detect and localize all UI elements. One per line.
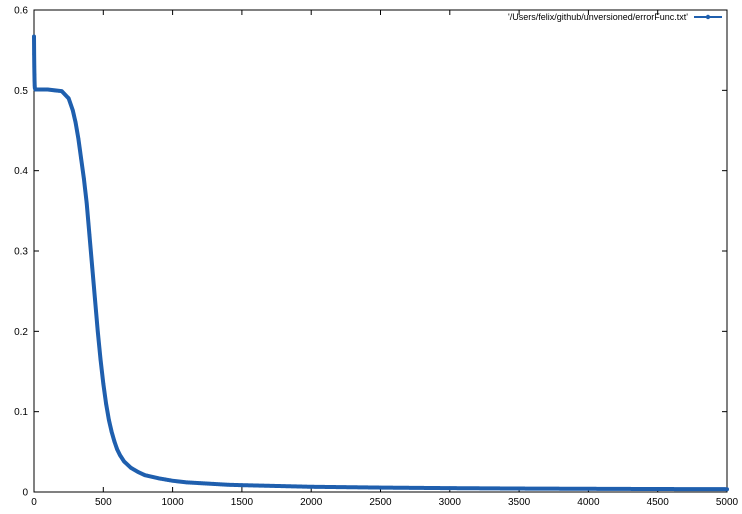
y-tick-label: 0.4 [14,166,28,177]
legend-label: '/Users/felix/github/unversioned/errorFu… [508,12,688,22]
data-point [93,297,97,302]
x-tick-label: 0 [31,497,37,508]
data-point [212,482,216,486]
data-point [73,120,78,125]
data-point [66,96,71,101]
x-tick-label: 2500 [369,497,392,508]
data-point [82,176,86,181]
data-point [101,381,106,386]
data-point [309,484,314,489]
series-line [32,34,729,492]
data-point [79,156,83,161]
data-point [84,201,89,205]
data-point [71,108,75,113]
y-tick-label: 0.3 [14,247,28,258]
data-point [32,52,36,56]
data-point [76,136,81,141]
data-point [32,72,37,77]
data-point [170,478,175,483]
data-point [109,429,114,434]
data-point [226,482,230,487]
x-tick-label: 4500 [647,497,670,508]
legend-marker [705,14,711,20]
plot-frame [33,9,728,493]
data-point [32,64,37,69]
x-tick-label: 1000 [161,497,184,508]
y-tick-label: 0.2 [14,327,28,338]
data-point [122,459,126,464]
data-point [586,486,591,491]
data-point [198,481,203,485]
data-point [118,453,122,457]
data-point [240,483,244,487]
data-point [517,486,521,491]
data-point [32,34,36,39]
data-point [129,466,133,470]
y-tick-label: 0 [22,488,28,499]
data-point [112,439,117,444]
y-tick-label: 0.6 [14,6,28,17]
data-point [136,470,140,474]
data-point [184,480,189,485]
data-point [59,89,64,93]
data-point [378,485,383,490]
data-point [46,87,50,92]
data-point [36,87,40,92]
legend: '/Users/felix/github/unversioned/errorFu… [508,12,722,22]
data-point [115,447,119,452]
data-point [725,487,729,491]
data-point [143,473,147,477]
data-point [104,401,108,406]
x-tick-label: 1500 [231,497,254,508]
x-tick-label: 4000 [577,497,600,508]
data-point [156,476,161,481]
x-tick-label: 5000 [716,497,739,508]
data-point [448,486,452,490]
axes: 0 500 1000 1500 2000 2500 3000 3500 4000 4500 5000… [14,6,738,509]
data-point [39,87,43,92]
y-tick-label: 0.1 [14,407,28,418]
data-point [87,233,92,237]
y-tick-label: 0.5 [14,86,28,97]
plot-series [32,34,729,492]
data-point [98,357,103,362]
data-point [32,78,37,83]
data-point [43,87,47,92]
x-tick-label: 3000 [439,497,462,508]
data-point [655,487,660,491]
x-tick-label: 2000 [300,497,323,508]
x-tick-label: 500 [95,497,112,508]
x-tick-label: 3500 [508,497,531,508]
data-point [274,484,279,488]
data-point [107,417,111,422]
data-point [52,88,57,93]
data-point [90,265,95,269]
data-point [95,329,100,334]
